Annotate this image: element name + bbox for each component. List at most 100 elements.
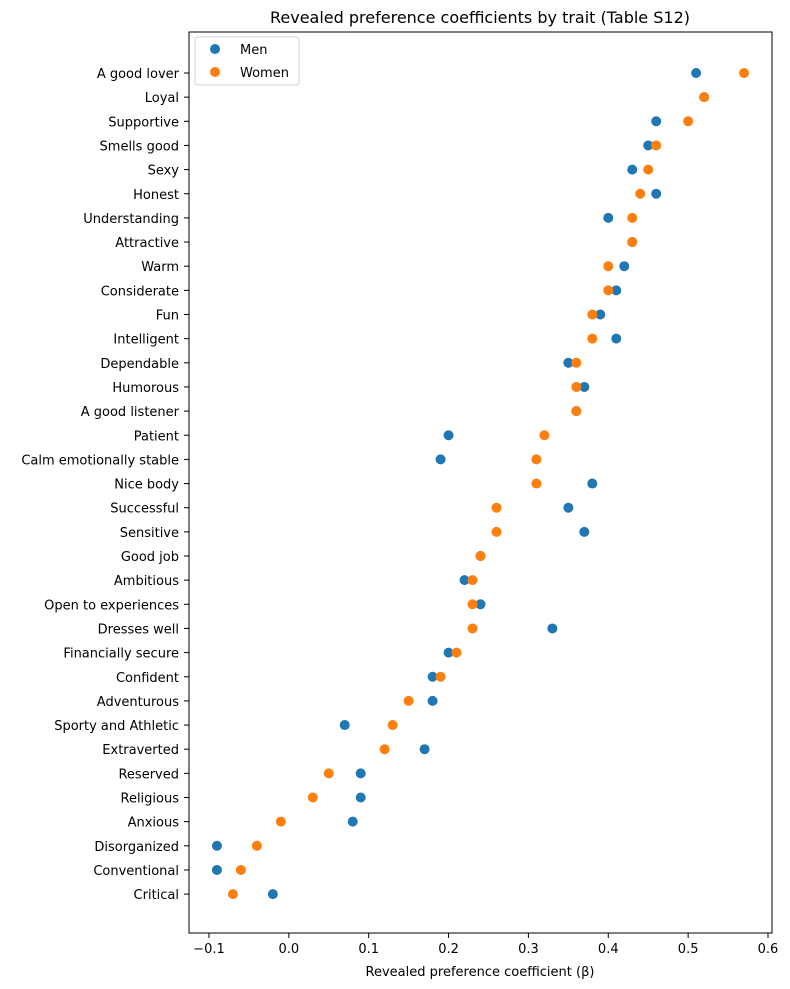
x-tick-label: 0.3 <box>518 942 539 957</box>
point-women <box>403 695 414 706</box>
point-men <box>611 333 622 344</box>
x-axis: −0.1 0.0 0.1 0.2 0.3 0.4 0.5 0.6 <box>193 933 778 957</box>
y-tick-label: Successful <box>110 502 179 517</box>
x-tick-label: 0.4 <box>598 942 619 957</box>
y-tick-label: A good listener <box>81 405 180 420</box>
legend-box <box>194 36 300 86</box>
y-tick-label: Intelligent <box>113 333 179 348</box>
point-women <box>571 381 582 392</box>
point-women <box>235 864 246 875</box>
y-tick-label: Adventurous <box>97 695 179 710</box>
y-tick-label: Loyal <box>145 91 179 106</box>
y-tick-label: Ambitious <box>114 574 179 589</box>
point-women <box>571 357 582 368</box>
y-tick-label: Extraverted <box>102 743 179 758</box>
y-tick-label: Disorganized <box>94 840 179 855</box>
point-men <box>579 381 590 392</box>
point-women <box>635 188 646 199</box>
point-men <box>355 768 366 779</box>
y-axis: A good lover Loyal Supportive Smells good Se… <box>21 67 189 903</box>
point-men <box>651 116 662 127</box>
point-women <box>603 261 614 272</box>
point-women <box>323 768 334 779</box>
y-tick-label: Sensitive <box>120 526 179 541</box>
y-tick-label: Smells good <box>100 139 179 154</box>
point-men <box>611 285 622 296</box>
point-women <box>227 889 238 900</box>
point-women <box>491 526 502 537</box>
y-tick-label: Anxious <box>128 816 180 831</box>
y-tick-label: Good job <box>121 550 179 565</box>
point-women <box>475 551 486 561</box>
point-women <box>451 647 462 658</box>
y-tick-label: A good lover <box>97 67 180 82</box>
y-tick-label: Warm <box>141 260 179 275</box>
point-men <box>347 816 358 827</box>
point-men <box>211 840 222 851</box>
y-tick-label: Dresses well <box>98 622 179 637</box>
y-tick-label: Open to experiences <box>44 598 179 613</box>
y-tick-label: Honest <box>133 188 179 203</box>
x-tick-label: 0.0 <box>278 942 299 957</box>
y-tick-label: Critical <box>134 888 179 903</box>
point-women <box>467 575 478 586</box>
y-tick-label: Sexy <box>148 164 180 179</box>
plot-area <box>188 31 773 934</box>
point-women <box>531 454 542 465</box>
point-men <box>459 575 470 586</box>
point-women <box>739 68 750 78</box>
x-axis-label: Revealed preference coefficient (β) <box>366 965 595 980</box>
legend-marker-men <box>210 44 220 54</box>
x-tick-label: 0.5 <box>678 942 699 957</box>
data-points <box>211 68 750 900</box>
point-men <box>475 599 486 610</box>
point-men <box>595 309 606 320</box>
point-women <box>627 212 638 223</box>
point-men <box>419 744 430 755</box>
point-women <box>571 406 582 417</box>
point-women <box>531 478 542 489</box>
point-women <box>307 792 318 803</box>
point-men <box>547 623 558 634</box>
point-women <box>467 623 478 634</box>
point-women <box>251 840 262 851</box>
point-women <box>699 92 710 103</box>
point-men <box>443 647 454 658</box>
y-tick-label: Conventional <box>93 864 179 879</box>
legend-label-men: Men <box>240 43 267 58</box>
point-men <box>643 140 654 151</box>
y-tick-label: Considerate <box>101 284 179 299</box>
point-men <box>211 864 222 875</box>
point-women <box>587 333 598 344</box>
x-tick-label: −0.1 <box>193 942 225 957</box>
point-men <box>627 164 638 175</box>
point-women <box>627 237 638 248</box>
x-tick-label: 0.2 <box>438 942 459 957</box>
point-women <box>467 599 478 610</box>
point-men <box>691 68 702 78</box>
y-tick-label: Attractive <box>115 236 179 251</box>
point-men <box>427 695 438 706</box>
point-men <box>563 502 574 513</box>
point-women <box>643 164 654 175</box>
y-tick-label: Religious <box>121 792 180 807</box>
point-women <box>379 744 390 755</box>
y-tick-label: Confident <box>116 671 179 686</box>
point-women <box>539 430 550 441</box>
point-men <box>563 357 574 368</box>
legend: Men Women <box>194 36 300 86</box>
point-women <box>587 309 598 320</box>
chart-title: Revealed preference coefficients by trai… <box>270 8 690 27</box>
x-tick-label: 0.1 <box>358 942 379 957</box>
legend-marker-women <box>210 67 220 77</box>
y-tick-label: Reserved <box>118 767 179 782</box>
point-men <box>339 720 350 731</box>
point-women <box>387 720 398 731</box>
point-men <box>587 478 598 489</box>
point-men <box>435 454 446 465</box>
point-men <box>651 188 662 199</box>
y-tick-label: Financially secure <box>63 647 179 662</box>
point-men <box>579 526 590 537</box>
y-tick-label: Patient <box>134 429 179 444</box>
